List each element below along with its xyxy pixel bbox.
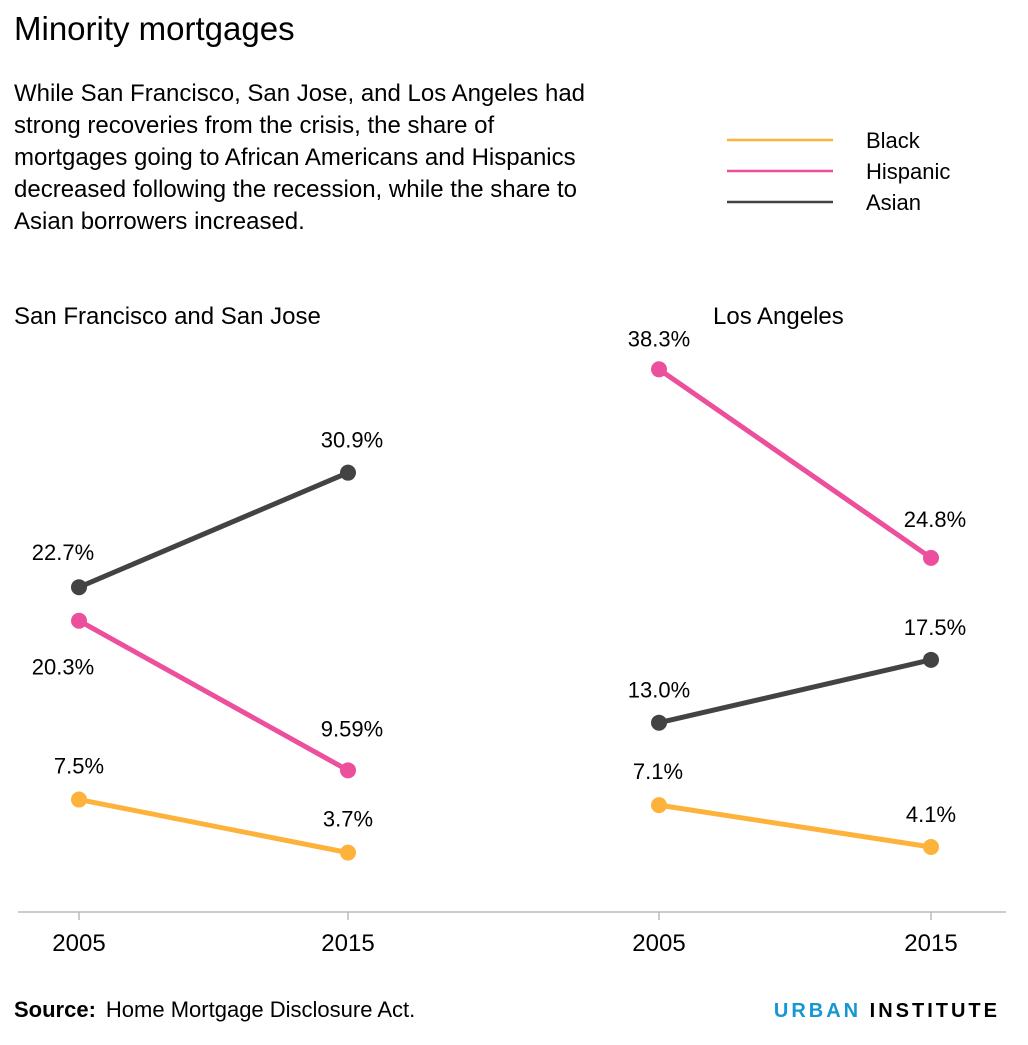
panel-1-point-hispanic	[340, 762, 356, 779]
source-label: Source:	[14, 997, 96, 1022]
panel-2-series-line-asian	[656, 657, 934, 726]
panel-2-point-asian	[923, 651, 939, 668]
panel-2-title: Los Angeles	[713, 303, 844, 330]
panel-1-point-hispanic	[71, 612, 87, 629]
panel-2-point-black	[651, 797, 667, 814]
panel-1-data-label-hispanic: 9.59%	[321, 716, 383, 741]
panel-1-data-label-asian: 30.9%	[321, 428, 383, 453]
panel-2-point-asian	[651, 714, 667, 731]
panel-1-data-label-black: 7.5%	[54, 754, 104, 779]
logo-word-institute: INSTITUTE	[869, 1000, 1000, 1022]
panel-1-point-black	[71, 791, 87, 808]
panel-2-point-hispanic	[923, 549, 939, 566]
panel-2-point-hispanic	[651, 361, 667, 378]
panel-2-point-black	[923, 839, 939, 856]
panel-1-point-black	[340, 844, 356, 861]
chart-subtitle: While San Francisco, San Jose, and Los A…	[14, 80, 586, 235]
source-note: Source: Home Mortgage Disclosure Act.	[14, 997, 415, 1023]
panel-1-series-line-asian	[76, 470, 351, 590]
panel-2-data-label-hispanic: 38.3%	[628, 326, 690, 351]
panel-1-data-label-hispanic: 20.3%	[32, 655, 94, 680]
urban-institute-logo: URBAN INSTITUTE	[774, 1000, 1000, 1023]
panel-1-series-line-hispanic	[76, 618, 351, 773]
panel-2-data-label-black: 4.1%	[906, 802, 956, 827]
panel-1-x-tick-label: 2005	[52, 930, 105, 957]
panel-2-x-tick-label: 2015	[904, 930, 957, 957]
chart-canvas: Black Hispanic Asian San Francisco and San …	[14, 128, 1006, 957]
panel-1-point-asian	[340, 464, 356, 481]
legend-label-black: Black	[866, 128, 921, 153]
panel-2-data-label-hispanic: 24.8%	[904, 507, 966, 532]
panel-1-title: San Francisco and San Jose	[14, 303, 321, 330]
chart-title: Minority mortgages	[14, 10, 295, 47]
panel-2-data-label-asian: 13.0%	[628, 678, 690, 703]
panel-2-data-label-black: 7.1%	[633, 759, 683, 784]
panel-1-x-tick-label: 2015	[321, 930, 374, 957]
legend-label-hispanic: Hispanic	[866, 159, 950, 184]
panel-1-point-asian	[71, 579, 87, 596]
panel-1-series-line-black	[76, 797, 351, 856]
legend-label-asian: Asian	[866, 190, 921, 215]
panel-2-series-line-black	[656, 802, 934, 850]
panel-1-data-label-asian: 22.7%	[32, 540, 94, 565]
panel-2-data-label-asian: 17.5%	[904, 615, 966, 640]
logo-word-urban: URBAN	[773, 1000, 862, 1022]
panel-1-data-label-black: 3.7%	[323, 807, 373, 832]
source-text: Home Mortgage Disclosure Act.	[105, 997, 416, 1022]
panel-2-x-tick-label: 2005	[632, 930, 685, 957]
panel-2-series-line-hispanic	[656, 366, 934, 561]
